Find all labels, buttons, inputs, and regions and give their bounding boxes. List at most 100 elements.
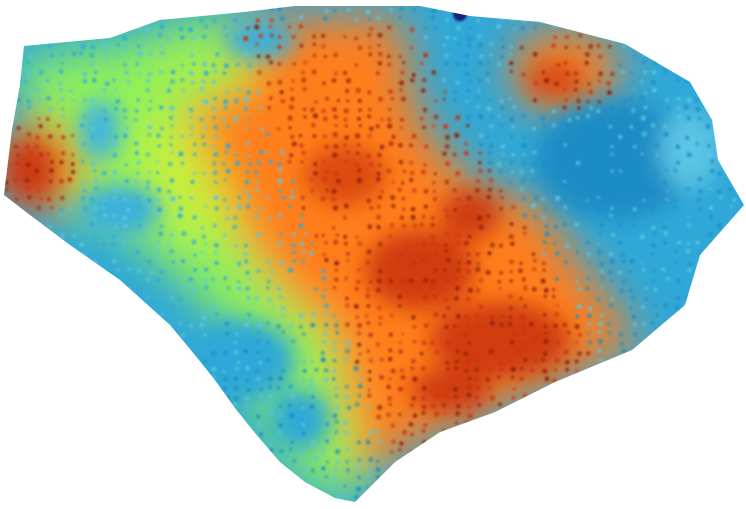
sample-point	[662, 225, 667, 230]
sample-point	[137, 44, 141, 48]
sample-point	[420, 116, 424, 121]
sample-point	[739, 351, 744, 356]
sample-point	[93, 251, 97, 255]
sample-point	[654, 420, 660, 426]
sample-point	[441, 450, 447, 456]
sample-point	[92, 260, 98, 265]
sample-point	[133, 468, 139, 474]
sample-point	[543, 294, 548, 298]
sample-point	[380, 118, 384, 121]
sample-point	[685, 78, 690, 83]
sample-point	[83, 322, 87, 326]
sample-point	[302, 368, 307, 374]
sample-point	[39, 261, 43, 265]
sample-point	[630, 475, 635, 481]
sample-point	[520, 178, 526, 184]
sample-point	[386, 25, 392, 30]
sample-point	[344, 430, 349, 435]
sample-point	[344, 160, 348, 164]
sample-point	[475, 187, 480, 193]
sample-point	[112, 78, 116, 82]
sample-point	[37, 252, 41, 257]
sample-point	[467, 36, 472, 42]
sample-point	[213, 180, 218, 184]
sample-point	[166, 323, 172, 329]
sample-point	[59, 341, 63, 346]
sample-point	[299, 143, 304, 149]
sample-point	[585, 199, 589, 203]
sample-point	[90, 438, 95, 443]
sample-point	[60, 260, 64, 265]
sample-point	[708, 133, 712, 137]
sample-point	[709, 269, 714, 274]
sample-point	[720, 482, 725, 488]
sample-point	[454, 132, 460, 138]
sample-point	[643, 105, 648, 110]
sample-point	[82, 384, 86, 389]
sample-point	[509, 222, 514, 226]
sample-point	[732, 241, 736, 245]
sample-point	[314, 287, 318, 291]
sample-point	[312, 42, 317, 47]
sample-point	[487, 150, 493, 156]
sample-point	[587, 460, 591, 464]
sample-point	[334, 386, 338, 390]
sample-point	[248, 474, 253, 479]
sample-point	[466, 466, 470, 470]
sample-point	[80, 395, 86, 401]
sample-point	[663, 240, 667, 245]
sample-point	[38, 294, 42, 299]
sample-point	[629, 96, 634, 101]
sample-point	[716, 378, 721, 383]
sample-point	[147, 132, 152, 137]
sample-point	[246, 387, 251, 392]
sample-point	[655, 7, 659, 11]
sample-point	[408, 278, 414, 283]
sample-point	[177, 467, 183, 473]
sample-point	[508, 468, 514, 473]
sample-point	[543, 324, 548, 329]
sample-point	[188, 27, 194, 33]
sample-point	[730, 95, 736, 101]
sample-point	[93, 323, 98, 327]
sample-point	[155, 467, 160, 473]
sample-point	[390, 195, 396, 201]
sample-point	[356, 331, 362, 336]
sample-point	[585, 113, 591, 119]
sample-point	[47, 320, 52, 326]
sample-point	[655, 330, 660, 335]
sample-point	[377, 51, 383, 57]
sample-point	[479, 142, 484, 147]
sample-point	[113, 385, 118, 390]
sample-point	[190, 386, 194, 390]
sample-point	[729, 284, 735, 290]
sample-point	[24, 79, 28, 84]
sample-point	[355, 465, 359, 470]
sample-point	[70, 332, 76, 338]
sample-point	[531, 466, 536, 471]
sample-point	[225, 331, 229, 336]
sample-point	[709, 458, 715, 463]
sample-point	[178, 322, 182, 326]
sample-point	[60, 61, 64, 65]
sample-point	[400, 495, 405, 500]
sample-point	[485, 432, 490, 437]
sample-point	[564, 34, 570, 40]
sample-point	[666, 432, 670, 436]
sample-point	[686, 115, 692, 121]
sample-point	[697, 117, 701, 120]
sample-point	[310, 107, 315, 112]
sample-point	[244, 395, 250, 401]
sample-point	[631, 464, 637, 470]
sample-point	[543, 413, 548, 418]
sample-point	[246, 26, 250, 30]
sample-point	[456, 197, 461, 202]
sample-point	[586, 376, 592, 382]
sample-point	[642, 24, 647, 29]
sample-point	[93, 178, 99, 184]
sample-point	[619, 169, 623, 173]
sample-point	[423, 35, 429, 40]
sample-point	[455, 360, 459, 364]
sample-point	[254, 458, 259, 463]
sample-point	[387, 62, 392, 67]
